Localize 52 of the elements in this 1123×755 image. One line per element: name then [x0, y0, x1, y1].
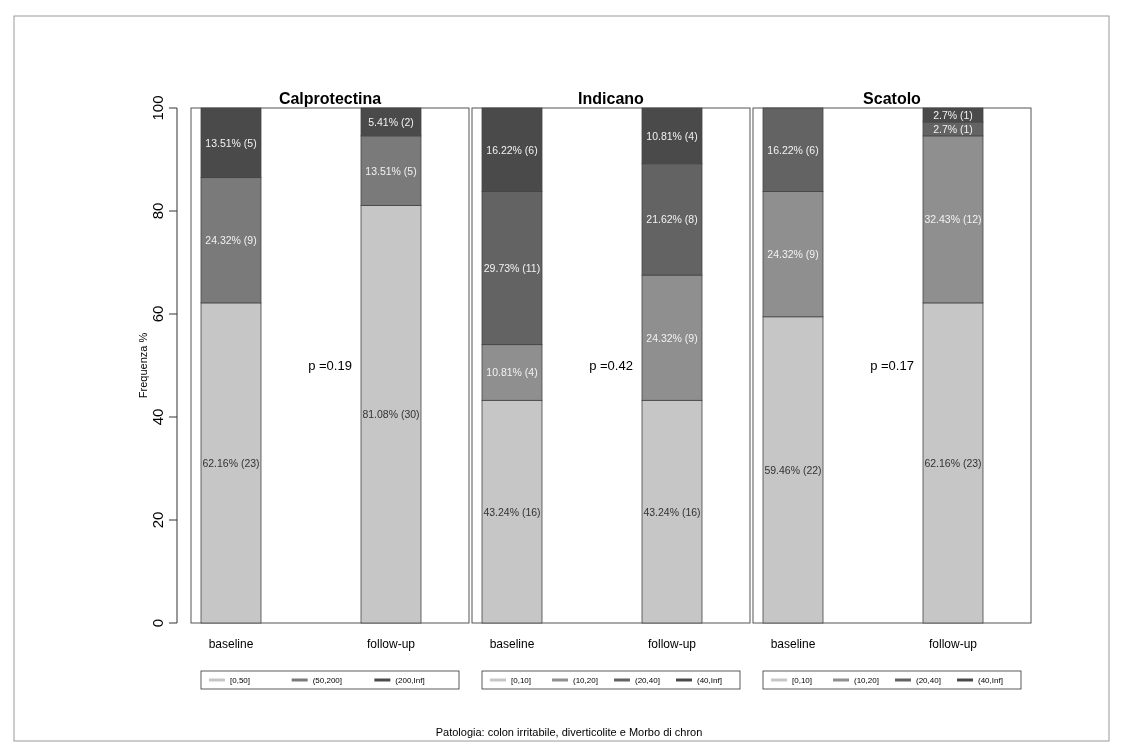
y-tick-label: 100	[149, 95, 166, 121]
x-tick-label: baseline	[489, 637, 535, 651]
y-axis-title: Frequenza %	[137, 332, 149, 399]
y-tick-label: 20	[149, 511, 166, 529]
chart-title: Calprotectina	[278, 90, 382, 107]
legend-label: (20,40]	[916, 676, 941, 685]
data-label: 32.43% (12)	[924, 213, 982, 226]
legend-label: (20,40]	[635, 676, 660, 685]
data-label: 21.62% (8)	[646, 213, 698, 226]
data-label: 29.73% (11)	[483, 262, 541, 275]
data-label: 62.16% (23)	[924, 456, 982, 469]
data-label: 43.24% (16)	[643, 505, 701, 518]
data-label: 5.41% (2)	[368, 115, 414, 128]
data-label: 16.22% (6)	[486, 143, 538, 156]
legend-label: (200,Inf]	[395, 676, 425, 685]
data-label: 13.51% (5)	[365, 164, 417, 177]
legend-label: (10,20]	[573, 676, 598, 685]
chart-title: Scatolo	[863, 90, 922, 107]
legend-label: (40,Inf]	[697, 676, 722, 685]
annotation: p =0.42	[589, 357, 633, 373]
y-tick-label: 80	[149, 202, 166, 220]
data-label: 24.32% (9)	[646, 331, 698, 344]
legend-label: (50,200]	[312, 676, 343, 685]
data-label: 24.32% (9)	[767, 248, 819, 261]
y-tick-label: 0	[149, 618, 166, 628]
data-label: 2.7% (1)	[933, 122, 973, 135]
legend-label: [0,50]	[230, 676, 251, 685]
data-label: 24.32% (9)	[205, 234, 257, 247]
legend-label: (40,Inf]	[978, 676, 1003, 685]
data-label: 62.16% (23)	[202, 456, 260, 469]
annotation: p =0.17	[870, 357, 914, 373]
y-tick-label: 60	[149, 305, 166, 323]
x-tick-label: baseline	[208, 637, 254, 651]
data-label: 10.81% (4)	[646, 129, 698, 142]
data-label: 81.08% (30)	[362, 408, 420, 421]
data-label: 16.22% (6)	[767, 143, 819, 156]
y-tick-label: 40	[149, 408, 166, 426]
legend-label: (10,20]	[854, 676, 879, 685]
x-tick-label: baseline	[770, 637, 816, 651]
data-label: 2.7% (1)	[933, 109, 973, 121]
x-tick-label: follow-up	[366, 637, 416, 651]
text: Patologia: colon irritabile, diverticolite e Morbo di chron	[435, 726, 703, 738]
chart-title: Indicano	[578, 90, 645, 107]
legend-label: [0,10]	[792, 676, 813, 685]
data-label: 13.51% (5)	[205, 136, 257, 149]
data-label: 10.81% (4)	[486, 366, 538, 379]
data-label: 59.46% (22)	[764, 463, 822, 476]
legend-label: [0,10]	[511, 676, 532, 685]
x-tick-label: follow-up	[928, 637, 978, 651]
x-tick-label: follow-up	[647, 637, 697, 651]
data-label: 43.24% (16)	[483, 505, 541, 518]
annotation: p =0.19	[308, 357, 352, 373]
